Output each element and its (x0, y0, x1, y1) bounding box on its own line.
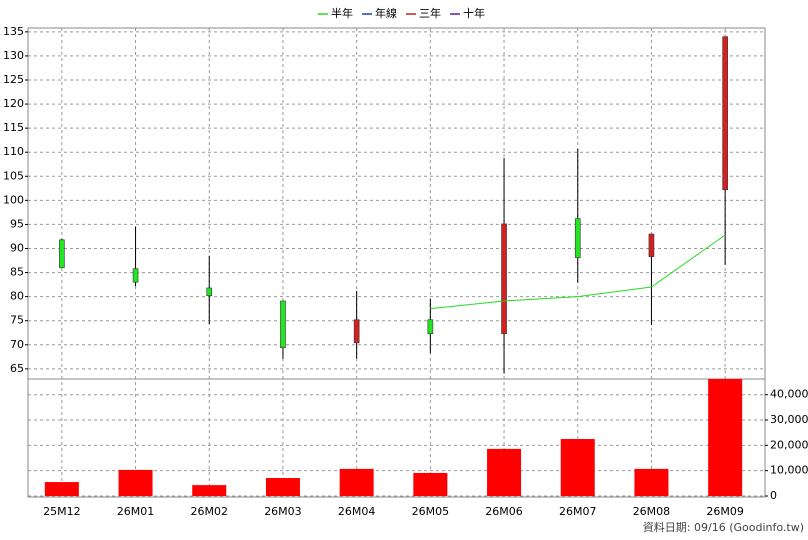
x-tick-label: 26M08 (633, 505, 671, 518)
y-tick-label: 70 (10, 338, 24, 351)
x-tick-label: 25M12 (43, 505, 81, 518)
candle-body (59, 239, 65, 269)
volume-bar (339, 468, 374, 496)
legend-label: 三年 (419, 6, 441, 20)
y2-tick-label: 20,000 (770, 438, 808, 451)
legend-label: 十年 (463, 6, 485, 20)
y-tick-label: 130 (3, 49, 24, 62)
y-tick-label: 115 (3, 121, 24, 134)
y-tick-label: 90 (10, 241, 24, 254)
x-tick-label: 26M02 (191, 505, 229, 518)
y-tick-label: 75 (10, 314, 24, 327)
candle-body (353, 319, 360, 344)
candle-body (206, 287, 213, 296)
y2-tick-label: 10,000 (770, 464, 808, 477)
volume-bar (413, 472, 448, 496)
legend: 半年 年線 三年 十年 (318, 6, 485, 20)
y2-tick-label: 30,000 (770, 413, 808, 426)
y-tick-label: 85 (10, 266, 24, 279)
volume-bar (265, 478, 300, 496)
candle-body (722, 36, 728, 191)
x-tick-label: 26M07 (559, 505, 597, 518)
candle-body (648, 233, 655, 257)
y-tick-label: 135 (3, 25, 24, 38)
y-tick-label: 120 (3, 97, 24, 110)
x-tick-label: 26M06 (485, 505, 523, 518)
y-tick-label: 65 (10, 362, 24, 375)
volume-bar (560, 439, 595, 496)
volume-bar (708, 378, 743, 496)
y-tick-label: 100 (3, 193, 24, 206)
x-tick-label: 26M05 (412, 505, 450, 518)
y-tick-label: 95 (10, 217, 24, 230)
y-tick-label: 125 (3, 73, 24, 86)
volume-bar (44, 482, 79, 496)
volume-bar (487, 448, 522, 496)
footer: 資料日期: 09/16 (Goodinfo.tw) (643, 520, 804, 534)
y-tick-label: 80 (10, 290, 24, 303)
candle-body (574, 218, 581, 258)
x-tick-label: 26M04 (338, 505, 376, 518)
y2-tick-label: 40,000 (770, 388, 808, 401)
legend-label: 年線 (375, 6, 397, 20)
line-series (430, 234, 726, 310)
x-tick-label: 26M09 (706, 505, 744, 518)
x-tick-label: 26M01 (117, 505, 155, 518)
volume-bar (192, 485, 227, 496)
volume-bar (634, 468, 669, 496)
volume-bar (118, 469, 153, 496)
y-tick-label: 110 (3, 145, 24, 158)
legend-label: 半年 (331, 6, 353, 20)
x-tick-label: 26M03 (264, 505, 302, 518)
candle-body (132, 268, 139, 283)
y-tick-label: 105 (3, 169, 24, 182)
y2-tick-label: 0 (770, 489, 777, 502)
candle-body (501, 223, 507, 335)
plot-frame (27, 27, 766, 498)
candle-body (427, 319, 434, 335)
candle-body (280, 300, 286, 348)
